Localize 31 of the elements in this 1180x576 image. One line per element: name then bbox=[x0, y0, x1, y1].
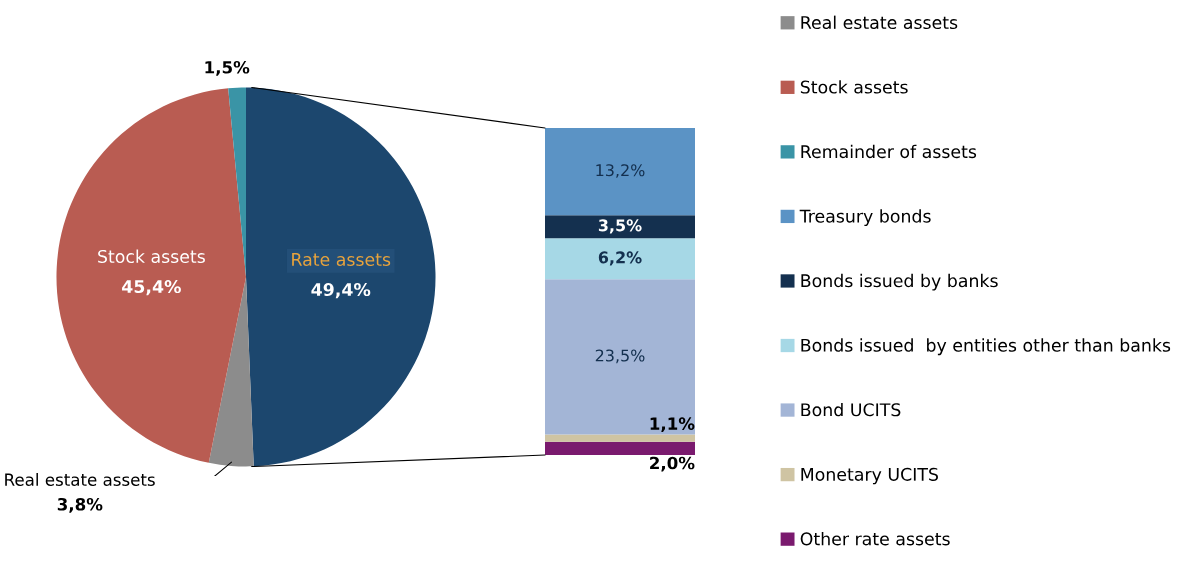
data-label: 13,2% bbox=[596, 164, 645, 178]
bar bbox=[545, 279, 695, 435]
pie-slice bbox=[246, 87, 436, 467]
data-label: 23,5% bbox=[595, 349, 645, 364]
legend-label: Bond UCITS bbox=[801, 402, 901, 417]
legend-label: Stock assets bbox=[800, 80, 908, 94]
bar bbox=[545, 441, 695, 455]
legend-label: Monetary UCITS bbox=[801, 467, 938, 485]
data-label: 3,8% bbox=[57, 497, 103, 513]
data-label: 1,1% bbox=[650, 417, 695, 433]
data-label: 2,0% bbox=[650, 456, 695, 472]
slice-label: Rate assets bbox=[292, 253, 391, 267]
legend-label: Treasury bonds bbox=[799, 209, 931, 227]
data-label: 3,5% bbox=[598, 219, 642, 234]
slice-label: Real estate assets bbox=[5, 473, 155, 486]
bar bbox=[545, 128, 695, 216]
pie-slice bbox=[208, 277, 254, 467]
legend-label: Bonds issued by banks bbox=[801, 273, 998, 291]
legend-label: Bonds issued by entities other than banks bbox=[801, 338, 1171, 356]
pie-slice bbox=[56, 88, 246, 463]
legend-label: Other rate assets bbox=[800, 531, 950, 546]
data-label: 45,4% bbox=[122, 279, 181, 296]
bar bbox=[545, 434, 695, 442]
bar bbox=[545, 238, 695, 280]
data-label: 6,2% bbox=[598, 251, 642, 266]
slice-label: Stock assets bbox=[98, 249, 205, 264]
legend-label: Real estate assets bbox=[801, 15, 958, 30]
legend-label: Remainder of assets bbox=[801, 144, 977, 159]
bar bbox=[545, 215, 695, 239]
data-label: 49,4% bbox=[311, 282, 371, 299]
data-label: 1,5% bbox=[205, 60, 250, 76]
